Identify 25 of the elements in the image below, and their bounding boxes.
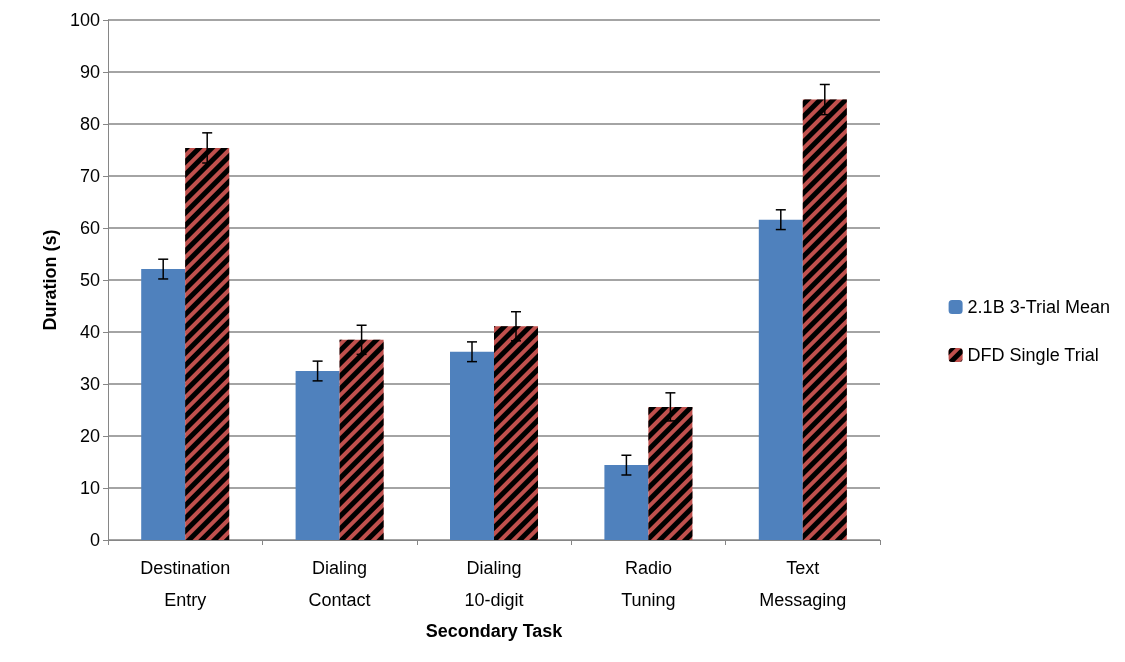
- x-tick-label: Radio Tuning: [621, 558, 676, 610]
- legend-label: DFD Single Trial: [967, 345, 1099, 365]
- bar: [758, 219, 803, 540]
- y-tick-label: 30: [79, 374, 100, 394]
- bar: [604, 465, 649, 540]
- y-tick-label: 60: [79, 218, 100, 238]
- bar: [450, 351, 494, 540]
- y-tick-label: 70: [79, 166, 100, 186]
- legend-label: 2.1B 3-Trial Mean: [967, 297, 1111, 317]
- bar: [295, 371, 340, 540]
- y-tick-label: 0: [89, 530, 100, 550]
- y-tick-label: 100: [69, 10, 100, 30]
- y-tick-label: 40: [79, 322, 100, 342]
- x-tick-label: Destination Entry: [140, 558, 231, 610]
- y-tick-label: 90: [79, 62, 100, 82]
- y-tick-label: 20: [79, 426, 100, 446]
- y-tick-label: 80: [79, 114, 100, 134]
- y-tick-label: 50: [79, 270, 100, 290]
- x-tick-label: Dialing Contact: [308, 558, 371, 610]
- x-tick-label: Text Messaging: [759, 558, 847, 610]
- y-tick-label: 10: [79, 478, 100, 498]
- x-tick-label: Dialing 10-digit: [464, 558, 524, 610]
- y-axis-title: Duration (s): [40, 229, 61, 331]
- x-axis-title: Secondary Task: [425, 621, 564, 641]
- bar: [141, 269, 186, 540]
